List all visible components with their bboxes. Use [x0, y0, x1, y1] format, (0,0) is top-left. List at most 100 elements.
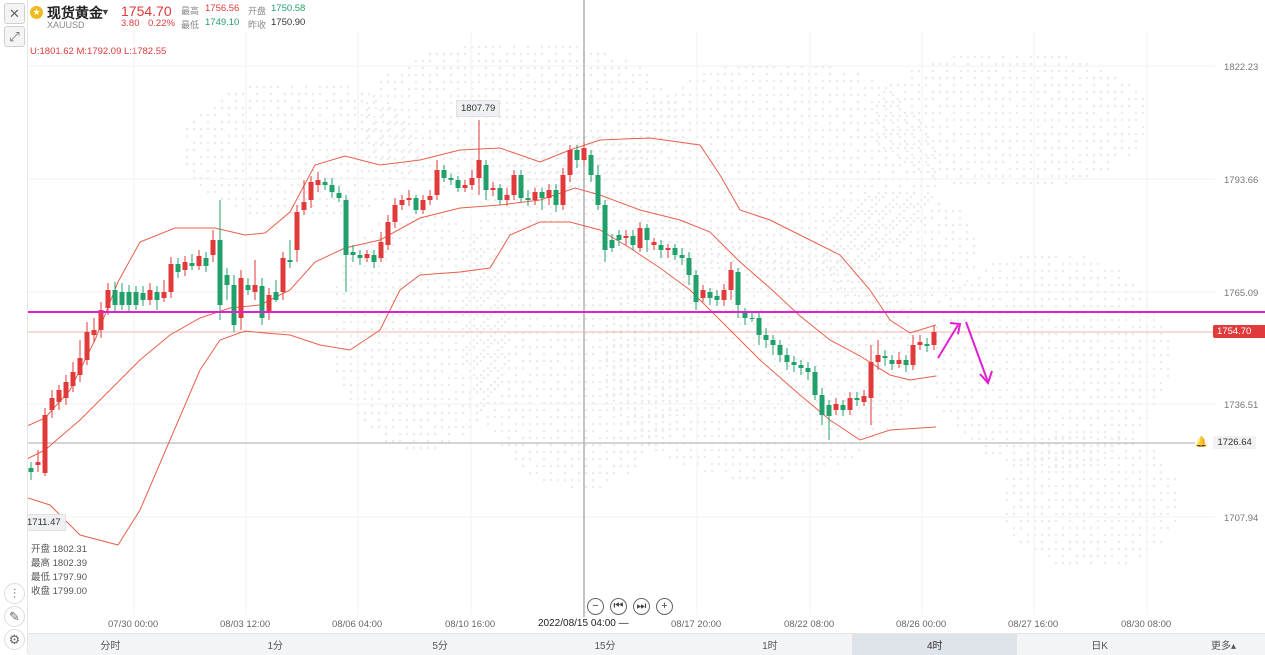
candle-body [680, 255, 685, 258]
candle-body [169, 264, 174, 292]
candle-body [197, 256, 202, 266]
candle-body [841, 405, 846, 410]
candle-body [561, 175, 566, 205]
indicator-icon[interactable]: ⫶ [4, 583, 25, 604]
candle-body [50, 398, 55, 410]
candle-body [925, 344, 930, 346]
candle-body [218, 240, 223, 305]
alert-price-tag[interactable]: 🔔 1726.64 [1195, 436, 1256, 449]
trough-price-tag: 1711.47 [22, 514, 66, 531]
tab-15min[interactable]: 15分 [523, 634, 688, 655]
time-axis-label: 08/22 08:00 [784, 619, 834, 630]
candle-body [911, 345, 916, 365]
time-axis-label: 08/06 04:00 [332, 619, 382, 630]
candle-body [316, 180, 321, 185]
peak-price-tag: 1807.79 [456, 100, 500, 117]
price-axis-label: 1736.51 [1224, 400, 1258, 411]
candle-body [554, 190, 559, 205]
candle-body [470, 178, 475, 185]
close-icon[interactable]: ✕ [4, 3, 25, 24]
candle-body [498, 188, 503, 200]
candle-body [876, 355, 881, 362]
candle-body [848, 398, 853, 410]
candle-body [750, 318, 755, 319]
candle-body [442, 170, 447, 178]
candle-body [365, 254, 370, 258]
tab-daily[interactable]: 日K [1017, 634, 1182, 655]
candle-body [190, 263, 195, 266]
scroll-forward-button[interactable]: ⏭ [633, 598, 650, 615]
ohlc-panel: 开盘 1802.31 最高 1802.39 最低 1797.90 收盘 1799… [31, 543, 87, 599]
candle-body [435, 170, 440, 195]
pencil-icon[interactable]: ✎ [4, 606, 25, 627]
zoom-out-button[interactable]: − [587, 598, 604, 615]
scroll-back-button[interactable]: ⏮ [610, 598, 627, 615]
tab-4hour[interactable]: 4时 [852, 634, 1017, 655]
zoom-in-button[interactable]: + [656, 598, 673, 615]
candle-body [204, 258, 209, 266]
candle-body [36, 462, 41, 465]
candle-body [575, 150, 580, 160]
draw-tool-icon[interactable]: ⤢ [4, 26, 25, 47]
boll-lower-band [0, 222, 936, 545]
candle-body [568, 150, 573, 175]
candle-body [722, 290, 727, 300]
candle-body [78, 358, 83, 375]
candle-body [260, 286, 265, 318]
tab-1hour[interactable]: 1时 [687, 634, 852, 655]
candle-body [491, 188, 496, 190]
candle-body [134, 292, 139, 305]
candle-body [274, 292, 279, 300]
candle-body [904, 360, 909, 365]
candle-body [582, 148, 587, 160]
candle-body [764, 335, 769, 340]
candle-body [148, 290, 153, 300]
world-map-watermark [186, 46, 1177, 565]
tab-5min[interactable]: 5分 [358, 634, 523, 655]
candle-body [827, 405, 832, 416]
candle-body [211, 240, 216, 255]
candle-body [883, 356, 888, 358]
tab-more[interactable]: 更多▴ [1182, 634, 1265, 655]
candle-body [162, 292, 167, 298]
chart-nav-controls: − ⏮ ⏭ + [587, 598, 673, 615]
candle-body [141, 293, 146, 300]
candle-body [29, 468, 34, 472]
candle-body [351, 252, 356, 255]
tab-timeshare[interactable]: 分时 [28, 634, 193, 655]
candle-body [43, 415, 48, 473]
candle-body [631, 236, 636, 245]
candle-body [785, 355, 790, 362]
candle-body [932, 332, 937, 345]
candle-body [820, 395, 825, 415]
candle-body [225, 275, 230, 285]
candle-body [673, 248, 678, 255]
settings-icon[interactable]: ⚙ [4, 629, 25, 650]
candle-body [323, 182, 328, 185]
price-axis-label: 1822.23 [1224, 62, 1258, 73]
candle-body [708, 292, 713, 298]
price-axis-label: 1765.09 [1224, 288, 1258, 299]
candle-body [183, 262, 188, 270]
candle-body [456, 180, 461, 188]
time-axis-label: 08/17 20:00 [671, 619, 721, 630]
time-axis-label: 08/10 16:00 [445, 619, 495, 630]
candle-body [855, 398, 860, 400]
candle-body [295, 212, 300, 250]
price-axis-label: 1707.94 [1224, 513, 1258, 524]
candle-body [379, 242, 384, 258]
candle-body [729, 270, 734, 290]
candle-body [547, 190, 552, 198]
forecast-arrow-up [938, 325, 958, 358]
candle-body [862, 396, 867, 402]
candle-body [645, 228, 650, 240]
time-axis-label: 08/26 00:00 [896, 619, 946, 630]
candle-body [463, 185, 468, 188]
candle-body [806, 368, 811, 372]
tab-1min[interactable]: 1分 [193, 634, 358, 655]
candle-body [113, 290, 118, 305]
forecast-arrow-down [966, 322, 988, 382]
candle-body [253, 285, 258, 292]
candle-body [533, 192, 538, 200]
